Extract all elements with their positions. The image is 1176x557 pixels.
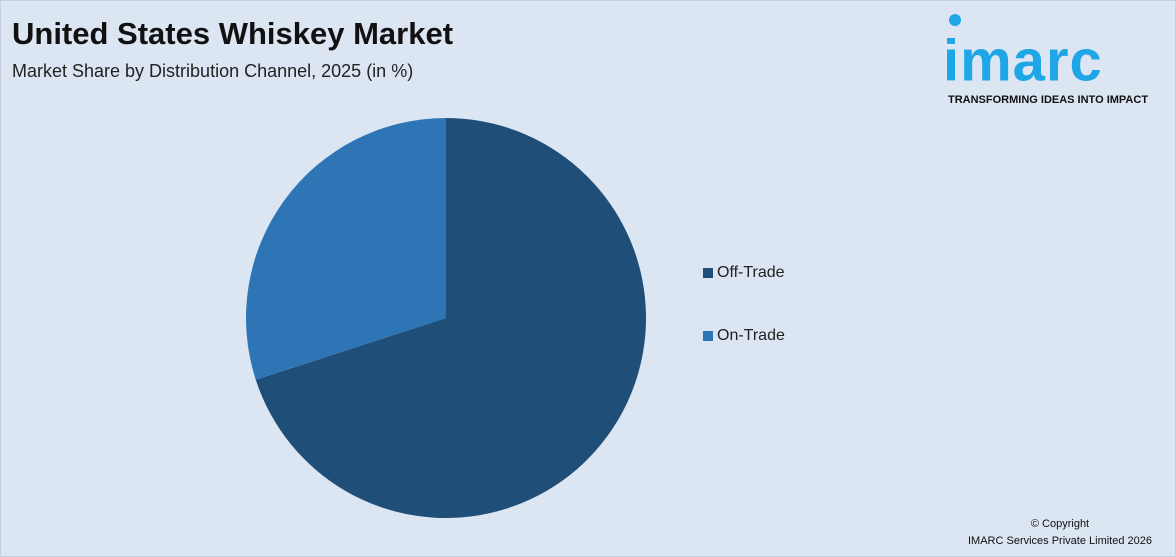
chart-subtitle: Market Share by Distribution Channel, 20… — [12, 61, 413, 81]
legend-swatch — [703, 268, 713, 278]
chart-title: United States Whiskey Market — [12, 16, 453, 51]
pie-slice — [255, 118, 646, 518]
company: IMARC Services Private Limited 2026 — [968, 535, 1152, 547]
copyright: © Copyright — [1031, 518, 1089, 530]
logo-dot — [949, 14, 961, 26]
pie-slice — [246, 118, 446, 380]
legend-swatch — [703, 331, 713, 341]
legend-label: Off-Trade — [717, 264, 785, 281]
logo: imarc — [943, 28, 1103, 93]
legend-label: On-Trade — [717, 327, 785, 344]
logo-tagline: TRANSFORMING IDEAS INTO IMPACT — [948, 94, 1148, 106]
